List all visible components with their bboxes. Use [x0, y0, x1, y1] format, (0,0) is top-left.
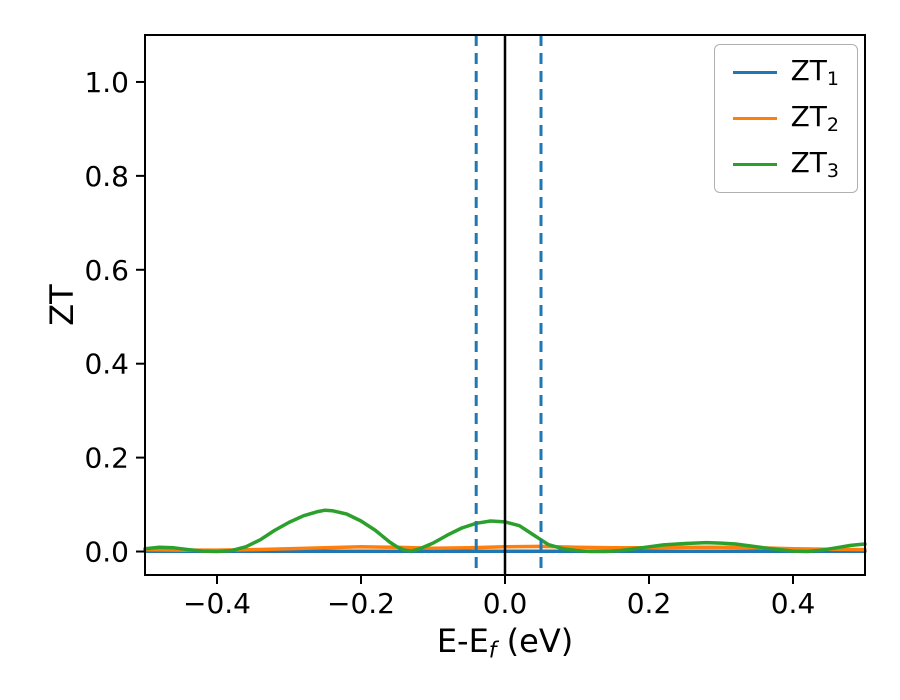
legend-label-ZT3: ZT3: [790, 145, 839, 182]
legend-label-ZT1: ZT1: [790, 54, 839, 90]
legend-swatch-ZT1: [732, 71, 777, 75]
y-tick-label: 1.0: [84, 66, 129, 99]
series-line-ZT3: [143, 508, 867, 554]
y-tick-label: 0.8: [84, 160, 129, 193]
y-axis-label: ZT: [43, 284, 81, 326]
x-axis-label-subscript: f: [488, 638, 497, 664]
x-tick-label: 0.0: [483, 587, 528, 620]
y-tick-label: 0.2: [84, 442, 129, 475]
legend-item-ZT2: ZT2: [732, 99, 839, 136]
x-tick-label: 0.4: [771, 587, 816, 620]
legend-swatch-ZT3: [732, 162, 777, 166]
x-axis-label-prefix: E-E: [436, 622, 489, 660]
y-tick-label: 0.0: [84, 536, 129, 569]
x-tick-label: −0.4: [183, 587, 251, 620]
legend-item-ZT3: ZT3: [732, 145, 839, 182]
y-tick-label: 0.6: [84, 254, 129, 287]
legend-label-ZT2: ZT2: [790, 99, 839, 136]
x-tick-label: −0.2: [327, 587, 395, 620]
x-axis-label-suffix: (eV): [496, 622, 574, 660]
legend-item-ZT1: ZT1: [732, 54, 839, 90]
y-tick-label: 0.4: [84, 348, 129, 381]
legend: ZT1 ZT2 ZT3: [713, 44, 858, 194]
x-tick-label: 0.2: [627, 587, 672, 620]
legend-swatch-ZT2: [732, 117, 777, 121]
x-axis-label: E-Ef (eV): [437, 622, 573, 663]
